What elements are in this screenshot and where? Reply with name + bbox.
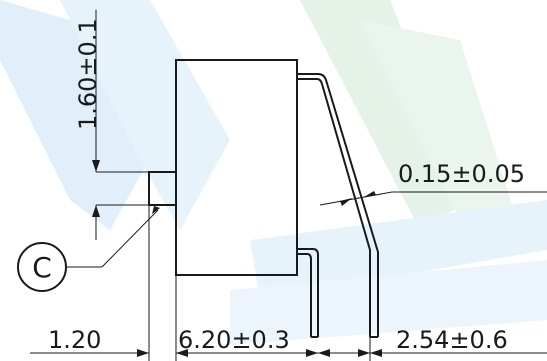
callout-letter: C bbox=[32, 251, 52, 284]
dim-height-label: 1.60±0.1 bbox=[74, 18, 102, 130]
bottom-dimensions: 1.20 6.20±0.3 2.54±0.6 bbox=[30, 205, 547, 361]
dim-thickness-label: 0.15±0.05 bbox=[398, 160, 525, 188]
dim-offset-label: 1.20 bbox=[48, 326, 101, 354]
lower-lead bbox=[297, 248, 319, 338]
callout-c: C bbox=[17, 206, 160, 292]
body-bump bbox=[148, 171, 177, 206]
dim-pitch-label: 2.54±0.6 bbox=[396, 326, 508, 354]
upper-lead bbox=[297, 73, 379, 338]
component-body bbox=[175, 59, 298, 276]
dim-lead-thickness: 0.15±0.05 bbox=[319, 160, 547, 206]
dim-body-width-label: 6.20±0.3 bbox=[178, 326, 290, 354]
dim-height-body: 1.60±0.1 bbox=[74, 10, 149, 240]
